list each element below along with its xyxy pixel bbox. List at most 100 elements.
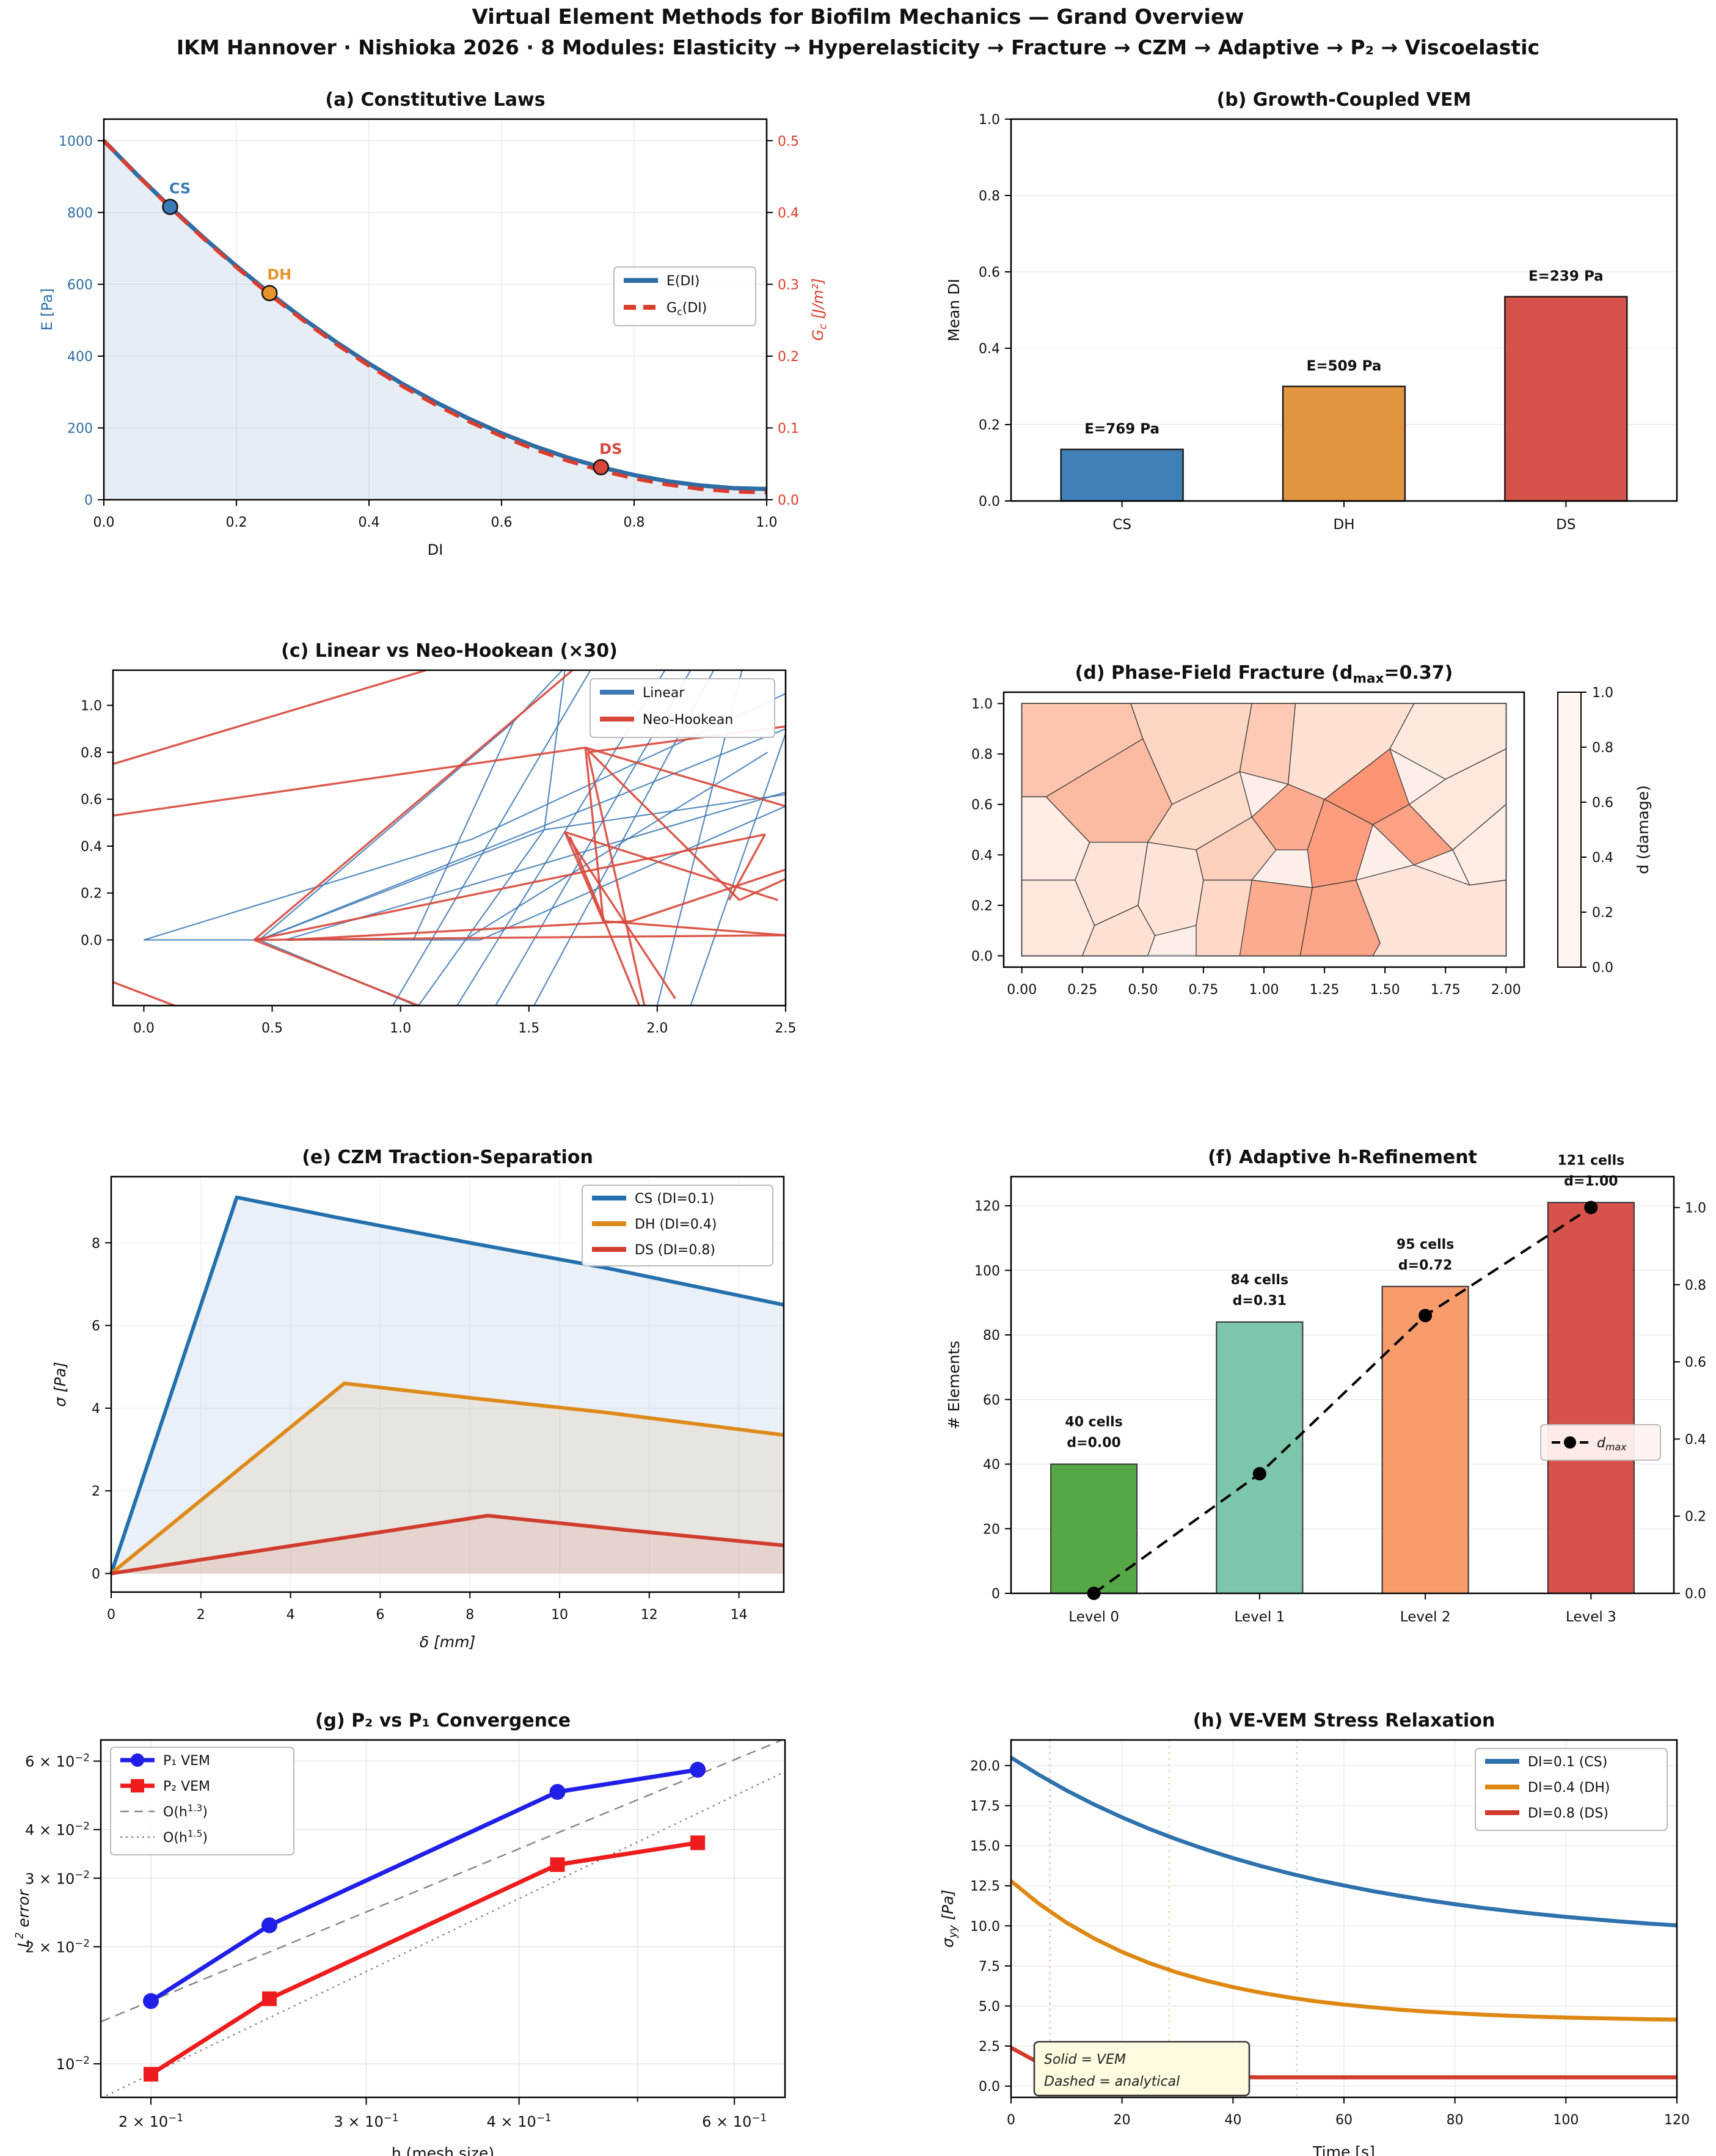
- tick-label-y: 6: [92, 1319, 100, 1334]
- p1-point: [261, 1917, 277, 1934]
- legend-marker: [131, 1779, 144, 1792]
- linear-mesh-edge: [258, 721, 514, 941]
- marker-ds: [593, 459, 609, 476]
- tick-label-x: 3 × 10−1: [334, 2111, 399, 2130]
- neo-hookean-mesh-edge: [564, 831, 676, 999]
- czm-fill: [111, 1383, 784, 1574]
- tick-label-y: 2 × 10−2: [25, 1937, 90, 1956]
- tick-label-x: 80: [1447, 2113, 1464, 2128]
- panel-f-legend: dmax: [1540, 1424, 1661, 1461]
- panel-d-title: (d) Phase-Field Fracture (dmax=0.37): [1075, 662, 1453, 687]
- p1-point: [142, 1993, 159, 2009]
- tick-label-x: 1.0: [756, 515, 778, 530]
- legend-box: [590, 678, 775, 738]
- neo-hookean-mesh-edge: [254, 934, 786, 941]
- neo-hookean-mesh-edge: [631, 868, 786, 923]
- tick-label-y: 120: [974, 1199, 1000, 1215]
- dmax-line: [1093, 1206, 1592, 1595]
- tick-label-x: 1.0: [390, 1021, 411, 1036]
- marker-label-dh: DH: [267, 266, 291, 283]
- neo-hookean-mesh-edge: [585, 747, 786, 808]
- tick-label-y: 0.4: [979, 342, 1000, 357]
- tick-label-x: 4: [287, 1607, 295, 1623]
- tick-label-x: 0.8: [624, 515, 645, 530]
- linear-mesh-edge: [544, 794, 786, 831]
- neo-hookean-mesh-edge: [586, 752, 646, 1006]
- tick-label-x: 8: [466, 1607, 474, 1623]
- tick-label-y: 0.8: [971, 747, 993, 762]
- tick-label-y: 0.4: [971, 848, 993, 863]
- czm-curve-1: [110, 1381, 784, 1575]
- tick-label-y: 10−2: [56, 2054, 90, 2073]
- legend-box: [1475, 1748, 1668, 1831]
- tick-label-y: 400: [67, 349, 93, 365]
- legend-label: Gc(DI): [666, 301, 707, 318]
- p2-point: [550, 1857, 565, 1873]
- panel-b: E=769 Pa CS E=509 Pa DH E=239 Pa DS 0.0 0.2 0.4 0…: [945, 89, 1678, 533]
- legend-box: [1540, 1424, 1661, 1461]
- tick-label-y: 600: [67, 277, 93, 293]
- legend-box: [110, 1747, 294, 1855]
- panel-d: 0.00 0.25 0.50 0.75 1.00 1.25 1.50 1.75 2.00 0.0 0…: [971, 662, 1652, 998]
- tick-label-y: 80: [983, 1328, 1000, 1343]
- tick-label-x: 1.75: [1431, 982, 1461, 998]
- legend-label: DI=0.1 (CS): [1528, 1755, 1607, 1770]
- tick-label-y: 4 × 10−2: [25, 1820, 90, 1839]
- panel-a-xlabel: DI: [428, 541, 444, 558]
- legend-label: P₁ VEM: [163, 1753, 210, 1769]
- tick-label-y: 17.5: [970, 1799, 1000, 1814]
- tick-label-y: 7.5: [979, 1959, 1000, 1975]
- legend-label: O(h1.5): [163, 1829, 208, 1846]
- neo-hookean-mesh-edge: [739, 878, 786, 901]
- figure-title: Virtual Element Methods for Biofilm Mech…: [472, 5, 1244, 29]
- neo-hookean-mesh-edge: [564, 831, 778, 901]
- panel-g: 2 × 10−1 3 × 10−1 4 × 10−1 6 × 10−1 6 × 10−2…: [14, 1710, 786, 2156]
- bar-cells-label: 121 cells: [1558, 1153, 1625, 1168]
- colorbar-tick-label: 1.0: [1592, 685, 1613, 701]
- tick-label-x: 1.25: [1310, 982, 1340, 998]
- voronoi-cell: [1355, 864, 1506, 957]
- tick-label-y: 0.2: [971, 899, 993, 914]
- tick-label-y: 40: [983, 1458, 1000, 1473]
- tick-label-x: 10: [551, 1607, 568, 1623]
- panel-h-legend: DI=0.1 (CS) DI=0.4 (DH) DI=0.8 (DS): [1475, 1748, 1668, 1831]
- czm-curve-0: [109, 1195, 784, 1574]
- panel-g-legend: P₁ VEM P₂ VEM O(h1.3) O(h1.5): [110, 1747, 294, 1855]
- plot-box: [1010, 118, 1678, 502]
- tick-label-x: 0: [1007, 2113, 1015, 2128]
- tick-label-y: 100: [974, 1263, 1000, 1279]
- tick-label-y: 1.0: [971, 697, 993, 712]
- tick-label-x: 60: [1335, 2113, 1353, 2128]
- legend-label: DI=0.4 (DH): [1528, 1780, 1610, 1796]
- note-box: [1033, 2041, 1250, 2097]
- legend-box: [582, 1185, 773, 1266]
- mesh-overlay: [113, 670, 786, 1006]
- note-line-1: Solid = VEM: [1044, 2052, 1126, 2067]
- panel-g-title: (g) P₂ vs P₁ Convergence: [315, 1710, 571, 1731]
- tick-label-y: 0: [84, 493, 93, 508]
- dmax-point: [1418, 1309, 1433, 1323]
- panel-f-ylabel: # Elements: [945, 1340, 963, 1429]
- tick-label-y: 2.5: [979, 2039, 1000, 2055]
- neo-hookean-mesh-edge: [287, 920, 632, 941]
- bar-cells-label: 84 cells: [1231, 1273, 1288, 1288]
- neo-hookean-mesh-edge: [254, 833, 765, 941]
- voronoi-cell: [1081, 905, 1156, 957]
- tick-label-x: 1.00: [1249, 982, 1279, 998]
- tick-label-x: 2.00: [1491, 982, 1521, 998]
- tick-label-y-right: 0.2: [1685, 1510, 1706, 1525]
- panel-c-title: (c) Linear vs Neo-Hookean (×30): [281, 640, 618, 662]
- linear-mesh-edge: [480, 805, 786, 941]
- tick-label-x: 0.4: [359, 515, 380, 530]
- tick-label-x: 0.50: [1128, 982, 1158, 998]
- panel-h-xlabel: Time [s]: [1312, 2143, 1375, 2156]
- tick-label-y: 3 × 10−2: [25, 1868, 90, 1887]
- tick-label-x: Level 2: [1400, 1609, 1451, 1625]
- bar-level-0: [1050, 1463, 1138, 1594]
- tick-label-y-right: 0.0: [778, 493, 799, 508]
- tick-label-x: 4 × 10−1: [487, 2111, 552, 2130]
- bar-cells-label: 40 cells: [1065, 1415, 1122, 1430]
- tick-label-y: 10.0: [970, 1919, 1000, 1934]
- neo-hookean-mesh-edge: [584, 747, 605, 921]
